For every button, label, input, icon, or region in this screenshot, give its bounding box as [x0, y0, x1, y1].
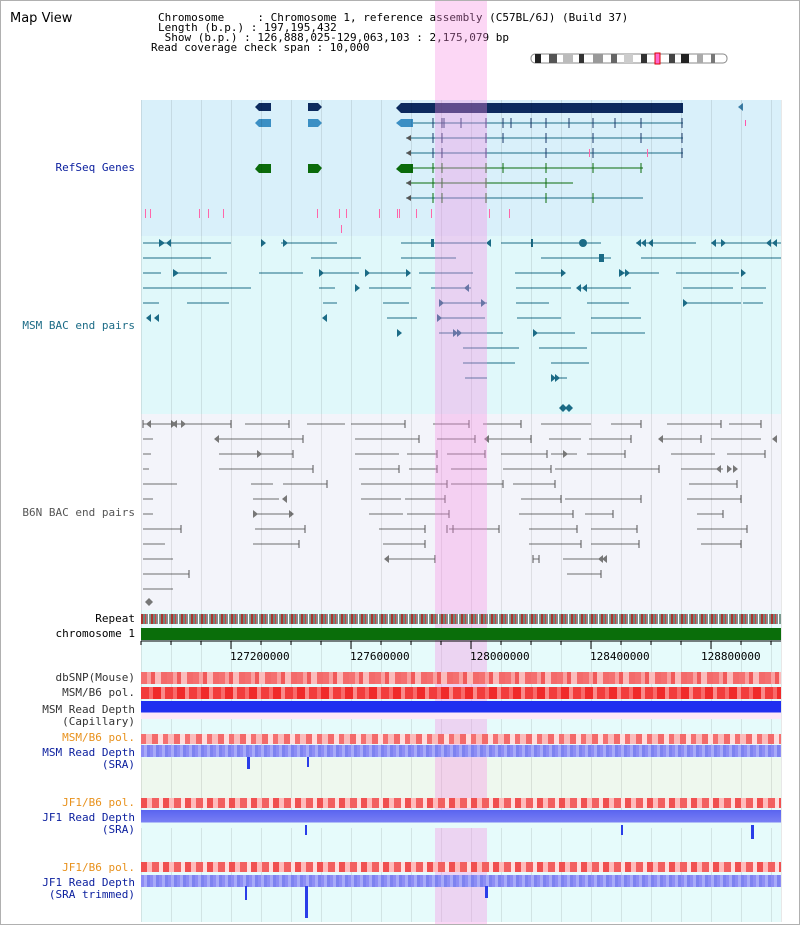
- show-range-info: Show (b.p.) : 126,888,025-129,063,103 : …: [158, 31, 509, 44]
- track-label-jf1-b6-pol-trim: JF1/B6 pol.: [62, 861, 135, 874]
- track-label-jf1-read-trim: JF1 Read Depth (SRA trimmed): [42, 876, 135, 901]
- track-label-jf1-read-sra: JF1 Read Depth (SRA): [42, 811, 135, 836]
- jf1-read-depth-sra-trimmed[interactable]: [141, 875, 781, 887]
- chromosome-info: Chromosome : Chromosome 1, reference ass…: [158, 11, 629, 24]
- chromosome-bar[interactable]: [141, 628, 781, 640]
- track-label-msm-bac: MSM BAC end pairs: [22, 319, 135, 332]
- msm-read-depth-capillary[interactable]: [141, 701, 781, 719]
- b6n-bac-track[interactable]: [141, 414, 781, 610]
- page-title: Map View: [10, 11, 73, 26]
- coordinate-ruler: [140, 640, 781, 649]
- axis-tick-label: 127600000: [350, 650, 410, 663]
- refseq-gene-models[interactable]: [141, 100, 781, 236]
- chromosome-ideogram[interactable]: [529, 52, 729, 65]
- track-label-msm-read-capillary: MSM Read Depth (Capillary): [42, 703, 135, 728]
- track-label-msm-read-sra: MSM Read Depth (SRA): [42, 746, 135, 771]
- jf1-b6-pol-heat-track[interactable]: [141, 798, 781, 808]
- axis-tick-label: 128400000: [590, 650, 650, 663]
- msm-bac-pairs[interactable]: [141, 236, 781, 414]
- track-label-dbsnp: dbSNP(Mouse): [55, 671, 135, 684]
- coverage-info: Read coverage check span : 10,000: [151, 41, 370, 54]
- jf1-b6-pol-trim-heat-track[interactable]: [141, 862, 781, 872]
- track-label-chromosome: chromosome 1: [55, 627, 135, 640]
- msm-read-depth-sra[interactable]: [141, 745, 781, 757]
- msm-b6-pol-heat-track[interactable]: [141, 687, 781, 699]
- selected-region-highlight[interactable]: [435, 1, 487, 924]
- repeat-track-bar[interactable]: [141, 614, 781, 624]
- track-label-msm-b6-pol: MSM/B6 pol.: [62, 686, 135, 699]
- track-label-b6n-bac: B6N BAC end pairs: [22, 506, 135, 519]
- track-label-jf1-b6-pol: JF1/B6 pol.: [62, 796, 135, 809]
- dbsnp-heat-track[interactable]: [141, 672, 781, 684]
- b6n-bac-pairs[interactable]: [141, 414, 781, 610]
- track-label-refseq: RefSeq Genes: [55, 161, 135, 174]
- track-label-repeat: Repeat: [95, 612, 135, 625]
- track-label-msm-b6-pol-sra: MSM/B6 pol.: [62, 731, 135, 744]
- axis-tick-label: 128000000: [470, 650, 530, 663]
- msm-bac-track[interactable]: [141, 236, 781, 414]
- axis-tick-label: 127200000: [230, 650, 290, 663]
- msm-b6-pol-sra-heat-track[interactable]: [141, 734, 781, 744]
- length-info: Length (b.p.) : 197,195,432: [158, 21, 337, 34]
- jf1-read-depth-sra[interactable]: [141, 810, 781, 828]
- axis-tick-label: 128800000: [701, 650, 761, 663]
- depth-spikes: [245, 757, 754, 918]
